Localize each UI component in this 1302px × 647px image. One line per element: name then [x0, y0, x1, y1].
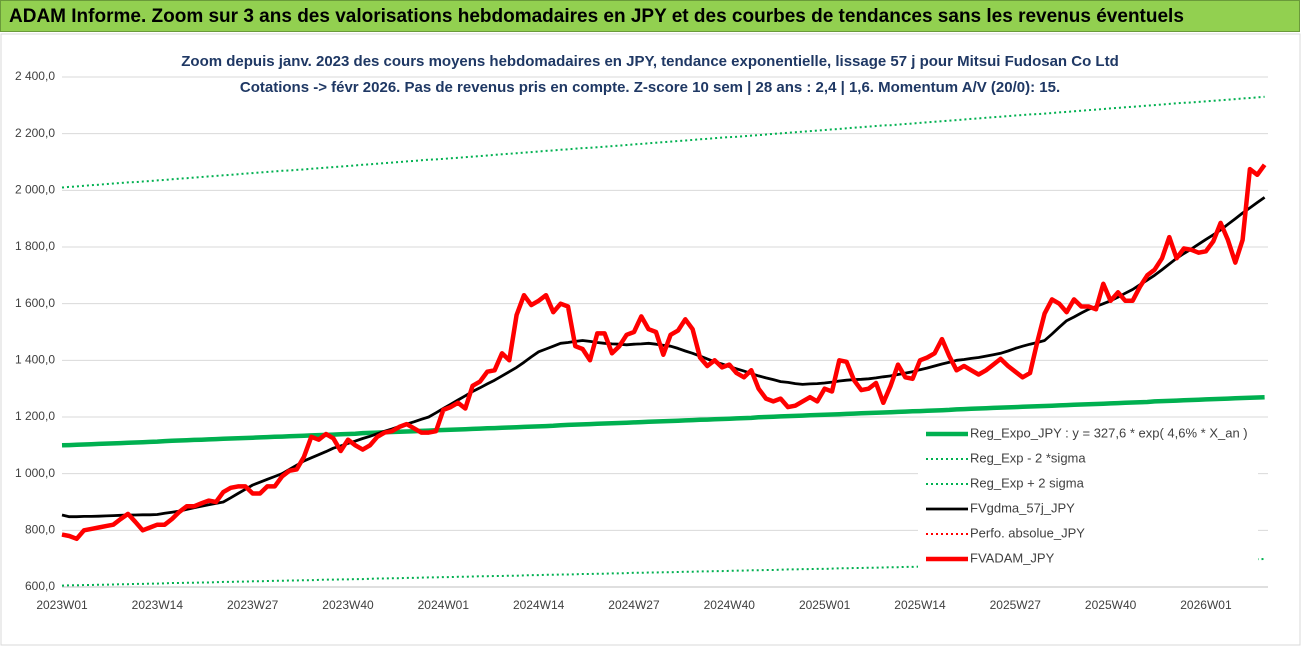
y-tick-label: 2 400,0 [15, 69, 55, 83]
chart-subtitle: Cotations -> févr 2026. Pas de revenus p… [240, 79, 1060, 96]
x-tick-label: 2025W40 [1085, 598, 1137, 612]
y-tick-label: 600,0 [25, 579, 55, 593]
x-tick-label: 2025W14 [894, 598, 946, 612]
y-tick-label: 1 400,0 [15, 353, 55, 367]
legend-label: Reg_Exp + 2 sigma [970, 475, 1085, 490]
legend-label: Reg_Exp - 2 *sigma [970, 450, 1086, 465]
legend-label: Reg_Expo_JPY : y = 327,6 * exp( 4,6% * X… [970, 425, 1248, 440]
x-tick-label: 2023W40 [322, 598, 374, 612]
y-tick-label: 800,0 [25, 523, 55, 537]
legend-label: FVADAM_JPY [970, 550, 1055, 565]
series-line [61, 394, 1265, 448]
series-line [61, 95, 1265, 189]
chart-title: Zoom depuis janv. 2023 des cours moyens … [181, 53, 1118, 70]
series-line [61, 196, 1266, 519]
chart: Zoom depuis janv. 2023 des cours moyens … [0, 33, 1301, 646]
series-line [61, 163, 1267, 542]
x-tick-label: 2024W14 [513, 598, 565, 612]
legend-box [918, 418, 1258, 576]
y-tick-label: 1 600,0 [15, 296, 55, 310]
y-tick-label: 1 800,0 [15, 239, 55, 253]
legend: Reg_Expo_JPY : y = 327,6 * exp( 4,6% * X… [918, 418, 1258, 576]
y-tick-label: 2 200,0 [15, 126, 55, 140]
x-tick-label: 2024W01 [418, 598, 470, 612]
y-tick-label: 2 000,0 [15, 183, 55, 197]
legend-label: FVgdma_57j_JPY [970, 500, 1075, 515]
x-tick-label: 2023W01 [36, 598, 88, 612]
x-tick-label: 2024W40 [704, 598, 756, 612]
header-title: ADAM Informe. Zoom sur 3 ans des valoris… [0, 0, 1300, 32]
y-tick-label: 1 200,0 [15, 409, 55, 423]
x-tick-label: 2025W01 [799, 598, 851, 612]
x-tick-label: 2026W01 [1180, 598, 1232, 612]
x-tick-label: 2023W14 [132, 598, 184, 612]
x-tick-label: 2023W27 [227, 598, 279, 612]
y-tick-label: 1 000,0 [15, 466, 55, 480]
x-tick-label: 2025W27 [990, 598, 1042, 612]
legend-label: Perfo. absolue_JPY [970, 525, 1085, 540]
series-line [61, 558, 1265, 587]
x-tick-label: 2024W27 [608, 598, 660, 612]
